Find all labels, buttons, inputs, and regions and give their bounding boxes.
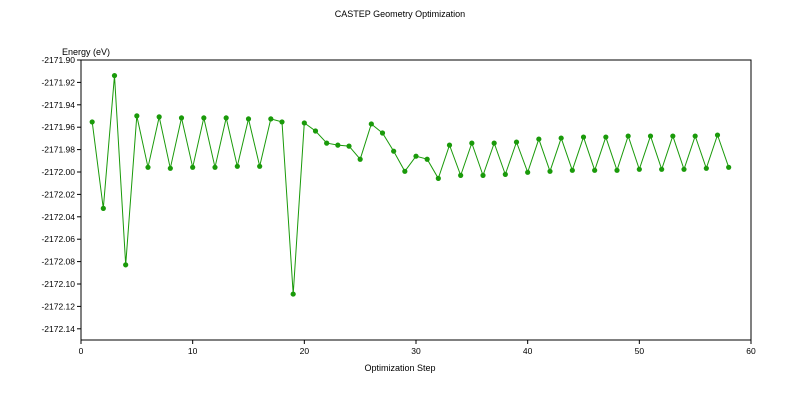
data-point bbox=[391, 148, 397, 154]
energy-series-line bbox=[91, 75, 730, 295]
data-point bbox=[681, 166, 687, 172]
data-point bbox=[469, 140, 475, 146]
data-point bbox=[346, 143, 352, 149]
data-point bbox=[111, 72, 118, 79]
data-point bbox=[603, 134, 609, 140]
x-tick-label: 0 bbox=[79, 346, 84, 356]
data-point bbox=[692, 133, 698, 139]
data-point bbox=[279, 119, 285, 125]
data-point bbox=[357, 156, 363, 162]
data-point bbox=[558, 135, 564, 141]
x-tick-label: 30 bbox=[411, 346, 421, 356]
data-point bbox=[513, 139, 520, 145]
data-point bbox=[670, 133, 676, 139]
x-axis-label: Optimization Step bbox=[364, 363, 436, 373]
data-point bbox=[614, 167, 620, 173]
data-point bbox=[134, 113, 140, 119]
data-point bbox=[223, 115, 229, 121]
data-point bbox=[156, 114, 162, 120]
data-point bbox=[100, 205, 106, 211]
data-point bbox=[547, 168, 553, 174]
data-point bbox=[502, 171, 508, 177]
data-point bbox=[726, 164, 732, 170]
data-point bbox=[290, 291, 296, 297]
data-point bbox=[368, 121, 374, 127]
data-point bbox=[446, 142, 453, 148]
data-point bbox=[413, 153, 419, 159]
data-point bbox=[636, 166, 642, 172]
data-point bbox=[379, 130, 386, 136]
data-point bbox=[145, 164, 151, 170]
data-point bbox=[335, 142, 341, 148]
y-tick-label: -2171.96 bbox=[41, 122, 75, 132]
data-point bbox=[525, 169, 531, 175]
y-tick-label: -2172.02 bbox=[41, 189, 75, 199]
data-point bbox=[625, 133, 631, 139]
y-tick-label: -2171.98 bbox=[41, 145, 75, 155]
data-point bbox=[201, 115, 207, 121]
x-tick-label: 10 bbox=[188, 346, 198, 356]
chart-axes: -2171.90 -2171.92 -2171.94 -2171.96 -2171.98… bbox=[41, 55, 756, 356]
data-point bbox=[167, 165, 173, 171]
data-point bbox=[257, 163, 263, 169]
y-tick-label: -2171.90 bbox=[41, 55, 75, 65]
data-point bbox=[580, 134, 587, 140]
data-point bbox=[212, 164, 218, 170]
data-point bbox=[178, 115, 185, 121]
data-point bbox=[245, 116, 252, 122]
data-point bbox=[647, 133, 654, 139]
data-point bbox=[190, 164, 196, 170]
data-point bbox=[714, 132, 721, 138]
chart-marks bbox=[89, 72, 732, 297]
y-tick-label: -2172.12 bbox=[41, 301, 75, 311]
y-tick-label: -2172.04 bbox=[41, 212, 75, 222]
chart-title: CASTEP Geometry Optimization bbox=[334, 9, 466, 19]
data-point bbox=[435, 175, 441, 181]
data-point bbox=[536, 136, 542, 142]
data-point bbox=[703, 165, 709, 171]
y-axis-label: Energy (eV) bbox=[62, 47, 111, 57]
data-point bbox=[301, 120, 307, 126]
plot-frame bbox=[80, 59, 752, 341]
y-tick-label: -2171.94 bbox=[41, 100, 75, 110]
data-point bbox=[324, 140, 330, 146]
data-point bbox=[659, 166, 665, 172]
x-tick-label: 20 bbox=[300, 346, 310, 356]
data-point bbox=[268, 116, 274, 122]
data-point bbox=[458, 172, 464, 178]
data-point bbox=[312, 128, 319, 134]
data-point bbox=[491, 140, 497, 146]
data-point bbox=[592, 167, 598, 173]
data-point bbox=[234, 163, 240, 169]
y-tick-label: -2172.14 bbox=[41, 324, 75, 334]
data-point bbox=[402, 168, 408, 174]
x-tick-label: 50 bbox=[635, 346, 645, 356]
x-tick-label: 40 bbox=[523, 346, 533, 356]
x-tick-label: 60 bbox=[746, 346, 756, 356]
y-tick-label: -2172.10 bbox=[41, 279, 75, 289]
data-point bbox=[123, 262, 129, 268]
data-point bbox=[480, 172, 486, 178]
data-point bbox=[89, 119, 95, 125]
y-tick-label: -2172.08 bbox=[41, 257, 75, 267]
data-point bbox=[424, 156, 430, 162]
y-tick-label: -2172.06 bbox=[41, 234, 75, 244]
data-point bbox=[569, 167, 575, 173]
y-tick-label: -2172.00 bbox=[41, 167, 75, 177]
y-tick-label: -2171.92 bbox=[41, 77, 75, 87]
